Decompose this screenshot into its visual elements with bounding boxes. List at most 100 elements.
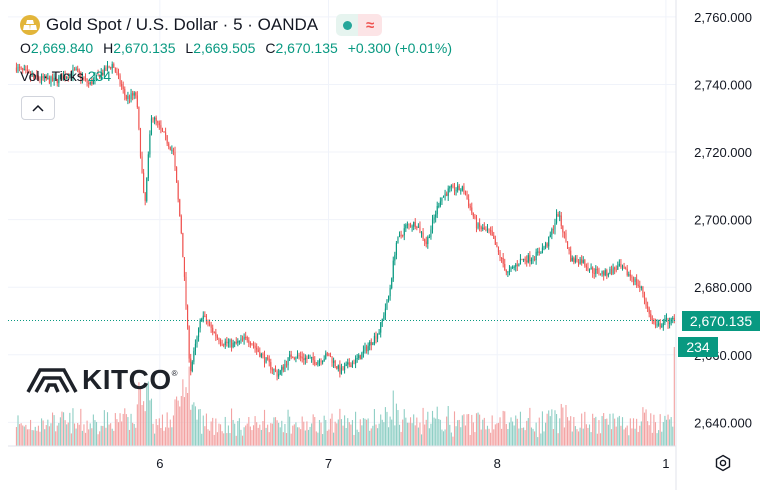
volume-bar bbox=[147, 381, 149, 446]
candle-body bbox=[309, 357, 311, 359]
volume-bar bbox=[573, 417, 575, 446]
candle-body bbox=[106, 66, 109, 71]
candle-body bbox=[446, 193, 448, 196]
volume-bar bbox=[419, 422, 421, 446]
volume-bar bbox=[614, 418, 616, 446]
candle-body bbox=[665, 318, 668, 320]
candle-body bbox=[592, 267, 594, 273]
volume-bar bbox=[457, 420, 459, 446]
price-axis[interactable]: 2,640.0002,660.0002,680.0002,700.0002,72… bbox=[694, 10, 752, 430]
volume-bar bbox=[105, 427, 107, 446]
candle-body bbox=[187, 305, 189, 327]
volume-bar bbox=[648, 425, 650, 446]
candle-body bbox=[389, 288, 391, 297]
candle-body bbox=[267, 357, 269, 360]
candle-body bbox=[37, 77, 39, 80]
candle-body bbox=[293, 357, 295, 359]
volume-bar bbox=[113, 430, 115, 446]
candle-body bbox=[505, 270, 507, 273]
volume-bar bbox=[502, 410, 504, 446]
candle-body bbox=[386, 299, 388, 309]
candle-body bbox=[501, 257, 503, 259]
volume-bar bbox=[565, 404, 567, 446]
candle-body bbox=[659, 323, 661, 328]
candle-body bbox=[532, 259, 534, 261]
candle-body bbox=[40, 75, 43, 80]
volume-bar bbox=[425, 419, 427, 446]
volume-bar bbox=[80, 408, 82, 446]
candle-body bbox=[84, 78, 87, 80]
candle-body bbox=[339, 365, 341, 374]
volume-bar bbox=[621, 417, 624, 446]
volume-bar bbox=[284, 423, 286, 446]
candle-body bbox=[53, 78, 55, 81]
volume-bar bbox=[149, 400, 151, 446]
volume-bar bbox=[252, 425, 255, 446]
candle-body bbox=[213, 332, 215, 334]
volume-bar bbox=[205, 413, 207, 446]
volume-bar bbox=[287, 409, 289, 446]
volume-bar bbox=[75, 428, 77, 446]
data-delay-badge[interactable]: ≈ bbox=[358, 14, 383, 36]
candle-body bbox=[461, 186, 463, 191]
candle-body bbox=[424, 238, 426, 242]
candle-body bbox=[563, 232, 565, 234]
candle-body bbox=[607, 274, 609, 276]
volume-bar bbox=[15, 427, 17, 446]
candle-body bbox=[490, 230, 492, 232]
candle-body bbox=[474, 216, 476, 218]
candle-body bbox=[475, 217, 478, 229]
candle-body bbox=[238, 340, 240, 342]
volume-bar bbox=[303, 421, 305, 446]
candle-body bbox=[661, 326, 663, 328]
candle-body bbox=[372, 343, 374, 345]
volume-label: Vol · Ticks bbox=[20, 68, 84, 84]
volume-bar bbox=[507, 429, 509, 446]
volume-bar bbox=[130, 413, 132, 446]
volume-legend[interactable]: Vol · Ticks 234 bbox=[20, 68, 111, 84]
candle-body bbox=[392, 260, 394, 279]
volume-bar bbox=[599, 433, 602, 446]
candle-body bbox=[610, 268, 613, 274]
candle-body bbox=[496, 244, 498, 247]
candle-body bbox=[223, 344, 225, 346]
candle-body bbox=[634, 278, 636, 282]
candle-body bbox=[450, 185, 452, 187]
volume-bar bbox=[639, 425, 641, 446]
candle-body bbox=[295, 357, 297, 359]
volume-bar bbox=[78, 424, 80, 446]
volume-bar bbox=[433, 417, 435, 446]
candle-body bbox=[171, 149, 173, 151]
volume-bar bbox=[606, 418, 608, 446]
chart-settings-button[interactable] bbox=[712, 452, 734, 474]
time-axis[interactable]: 6 7 8 1 bbox=[156, 456, 669, 471]
collapse-legend-button[interactable] bbox=[21, 96, 55, 120]
candle-body bbox=[105, 67, 107, 71]
candle-body bbox=[417, 226, 419, 228]
volume-bar bbox=[372, 425, 374, 446]
volume-bar bbox=[155, 418, 157, 446]
candle-body bbox=[408, 224, 410, 226]
volume-bar bbox=[202, 415, 204, 446]
change-value: +0.300 (+0.01%) bbox=[347, 40, 452, 56]
market-open-badge[interactable] bbox=[336, 14, 359, 36]
volume-bar bbox=[356, 429, 358, 446]
candle-body bbox=[504, 264, 506, 271]
volume-bar bbox=[326, 430, 328, 446]
candle-body bbox=[169, 146, 171, 151]
volume-bar bbox=[158, 418, 160, 446]
volume-bar bbox=[361, 425, 363, 446]
volume-bar bbox=[309, 426, 311, 446]
chart-title[interactable]: Gold Spot / U.S. Dollar · 5 · OANDA bbox=[46, 15, 319, 34]
volume-bar bbox=[210, 421, 212, 446]
candle-body bbox=[513, 266, 515, 268]
volume-bar bbox=[336, 423, 338, 446]
candle-body bbox=[300, 356, 302, 358]
candle-body bbox=[559, 215, 561, 217]
candle-body bbox=[466, 194, 468, 200]
candle-body bbox=[348, 362, 350, 366]
candle-body bbox=[512, 266, 514, 268]
volume-bar bbox=[293, 424, 295, 446]
price-tick-label: 2,720.000 bbox=[694, 145, 752, 160]
